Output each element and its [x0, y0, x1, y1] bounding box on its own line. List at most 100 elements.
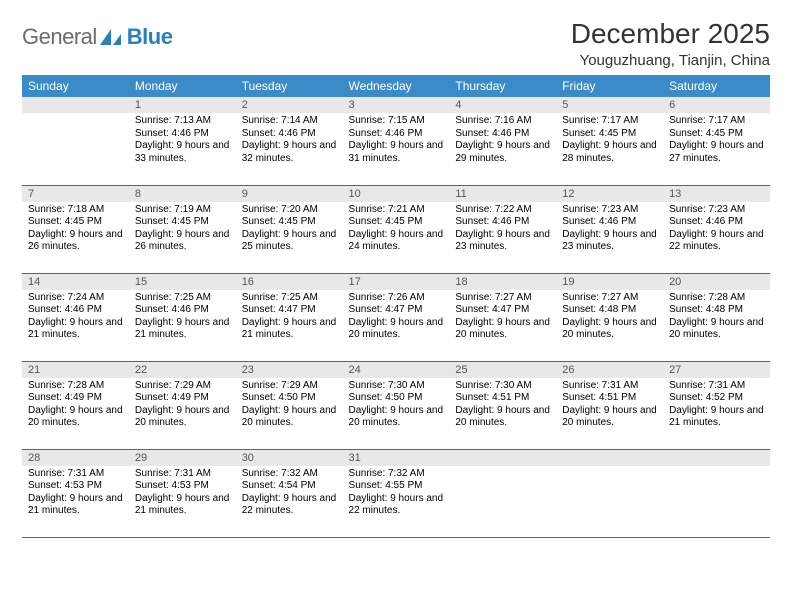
- calendar-cell: 10Sunrise: 7:21 AMSunset: 4:45 PMDayligh…: [343, 185, 450, 273]
- day-details: Sunrise: 7:28 AMSunset: 4:49 PMDaylight:…: [22, 378, 129, 434]
- calendar-cell: 13Sunrise: 7:23 AMSunset: 4:46 PMDayligh…: [663, 185, 770, 273]
- day-details: Sunrise: 7:26 AMSunset: 4:47 PMDaylight:…: [343, 290, 450, 346]
- day-number: 1: [129, 97, 236, 113]
- calendar-cell: 24Sunrise: 7:30 AMSunset: 4:50 PMDayligh…: [343, 361, 450, 449]
- calendar-cell: 3Sunrise: 7:15 AMSunset: 4:46 PMDaylight…: [343, 97, 450, 185]
- calendar-week: 7Sunrise: 7:18 AMSunset: 4:45 PMDaylight…: [22, 185, 770, 273]
- calendar-cell: [663, 449, 770, 537]
- day-number: 11: [449, 186, 556, 202]
- calendar-table: Sunday Monday Tuesday Wednesday Thursday…: [22, 75, 770, 538]
- day-details: Sunrise: 7:31 AMSunset: 4:51 PMDaylight:…: [556, 378, 663, 434]
- day-number: 29: [129, 450, 236, 466]
- calendar-cell: 16Sunrise: 7:25 AMSunset: 4:47 PMDayligh…: [236, 273, 343, 361]
- day-number: 3: [343, 97, 450, 113]
- header: General Blue December 2025 Youguzhuang, …: [22, 18, 770, 69]
- day-number: 19: [556, 274, 663, 290]
- day-number: 4: [449, 97, 556, 113]
- day-number: 24: [343, 362, 450, 378]
- day-details: Sunrise: 7:27 AMSunset: 4:48 PMDaylight:…: [556, 290, 663, 346]
- day-number: [556, 450, 663, 466]
- day-number: [22, 97, 129, 113]
- day-number: 30: [236, 450, 343, 466]
- day-number: 31: [343, 450, 450, 466]
- dow-tuesday: Tuesday: [236, 75, 343, 97]
- day-number: 6: [663, 97, 770, 113]
- day-details: Sunrise: 7:27 AMSunset: 4:47 PMDaylight:…: [449, 290, 556, 346]
- calendar-cell: 17Sunrise: 7:26 AMSunset: 4:47 PMDayligh…: [343, 273, 450, 361]
- location-text: Youguzhuang, Tianjin, China: [571, 52, 770, 69]
- calendar-cell: 21Sunrise: 7:28 AMSunset: 4:49 PMDayligh…: [22, 361, 129, 449]
- day-number: 8: [129, 186, 236, 202]
- day-details: Sunrise: 7:29 AMSunset: 4:49 PMDaylight:…: [129, 378, 236, 434]
- calendar-cell: [22, 97, 129, 185]
- day-details: Sunrise: 7:17 AMSunset: 4:45 PMDaylight:…: [556, 113, 663, 169]
- calendar-cell: 28Sunrise: 7:31 AMSunset: 4:53 PMDayligh…: [22, 449, 129, 537]
- day-number: 5: [556, 97, 663, 113]
- calendar-week: 28Sunrise: 7:31 AMSunset: 4:53 PMDayligh…: [22, 449, 770, 537]
- day-number: 13: [663, 186, 770, 202]
- logo-sail-icon: [99, 27, 125, 47]
- dow-friday: Friday: [556, 75, 663, 97]
- day-number: 27: [663, 362, 770, 378]
- calendar-cell: 23Sunrise: 7:29 AMSunset: 4:50 PMDayligh…: [236, 361, 343, 449]
- dow-saturday: Saturday: [663, 75, 770, 97]
- day-number: 15: [129, 274, 236, 290]
- day-details: Sunrise: 7:15 AMSunset: 4:46 PMDaylight:…: [343, 113, 450, 169]
- day-number: 21: [22, 362, 129, 378]
- day-details: Sunrise: 7:21 AMSunset: 4:45 PMDaylight:…: [343, 202, 450, 258]
- day-details: Sunrise: 7:24 AMSunset: 4:46 PMDaylight:…: [22, 290, 129, 346]
- calendar-cell: 27Sunrise: 7:31 AMSunset: 4:52 PMDayligh…: [663, 361, 770, 449]
- day-number: 7: [22, 186, 129, 202]
- day-details: Sunrise: 7:31 AMSunset: 4:53 PMDaylight:…: [22, 466, 129, 522]
- logo-text-general: General: [22, 24, 97, 50]
- day-details: Sunrise: 7:20 AMSunset: 4:45 PMDaylight:…: [236, 202, 343, 258]
- day-number: 12: [556, 186, 663, 202]
- calendar-cell: 22Sunrise: 7:29 AMSunset: 4:49 PMDayligh…: [129, 361, 236, 449]
- day-details: Sunrise: 7:30 AMSunset: 4:51 PMDaylight:…: [449, 378, 556, 434]
- day-number: 18: [449, 274, 556, 290]
- day-details: Sunrise: 7:32 AMSunset: 4:54 PMDaylight:…: [236, 466, 343, 522]
- calendar-cell: 2Sunrise: 7:14 AMSunset: 4:46 PMDaylight…: [236, 97, 343, 185]
- calendar-cell: 14Sunrise: 7:24 AMSunset: 4:46 PMDayligh…: [22, 273, 129, 361]
- calendar-cell: 6Sunrise: 7:17 AMSunset: 4:45 PMDaylight…: [663, 97, 770, 185]
- calendar-cell: 4Sunrise: 7:16 AMSunset: 4:46 PMDaylight…: [449, 97, 556, 185]
- month-title: December 2025: [571, 18, 770, 50]
- calendar-cell: 26Sunrise: 7:31 AMSunset: 4:51 PMDayligh…: [556, 361, 663, 449]
- calendar-cell: 1Sunrise: 7:13 AMSunset: 4:46 PMDaylight…: [129, 97, 236, 185]
- calendar-cell: 20Sunrise: 7:28 AMSunset: 4:48 PMDayligh…: [663, 273, 770, 361]
- dow-thursday: Thursday: [449, 75, 556, 97]
- logo-text-blue: Blue: [127, 24, 173, 50]
- day-number: 2: [236, 97, 343, 113]
- day-number: 22: [129, 362, 236, 378]
- day-details: Sunrise: 7:18 AMSunset: 4:45 PMDaylight:…: [22, 202, 129, 258]
- day-details: Sunrise: 7:23 AMSunset: 4:46 PMDaylight:…: [663, 202, 770, 258]
- logo: General Blue: [22, 18, 172, 50]
- calendar-cell: 30Sunrise: 7:32 AMSunset: 4:54 PMDayligh…: [236, 449, 343, 537]
- calendar-cell: 7Sunrise: 7:18 AMSunset: 4:45 PMDaylight…: [22, 185, 129, 273]
- day-details: Sunrise: 7:31 AMSunset: 4:52 PMDaylight:…: [663, 378, 770, 434]
- day-details: Sunrise: 7:25 AMSunset: 4:47 PMDaylight:…: [236, 290, 343, 346]
- calendar-week: 1Sunrise: 7:13 AMSunset: 4:46 PMDaylight…: [22, 97, 770, 185]
- day-details: Sunrise: 7:31 AMSunset: 4:53 PMDaylight:…: [129, 466, 236, 522]
- day-number: 16: [236, 274, 343, 290]
- day-details: Sunrise: 7:29 AMSunset: 4:50 PMDaylight:…: [236, 378, 343, 434]
- calendar-cell: 19Sunrise: 7:27 AMSunset: 4:48 PMDayligh…: [556, 273, 663, 361]
- calendar-body: 1Sunrise: 7:13 AMSunset: 4:46 PMDaylight…: [22, 97, 770, 537]
- day-number: 10: [343, 186, 450, 202]
- day-details: Sunrise: 7:23 AMSunset: 4:46 PMDaylight:…: [556, 202, 663, 258]
- calendar-cell: 18Sunrise: 7:27 AMSunset: 4:47 PMDayligh…: [449, 273, 556, 361]
- calendar-cell: 5Sunrise: 7:17 AMSunset: 4:45 PMDaylight…: [556, 97, 663, 185]
- day-details: Sunrise: 7:14 AMSunset: 4:46 PMDaylight:…: [236, 113, 343, 169]
- day-number: 20: [663, 274, 770, 290]
- calendar-cell: 8Sunrise: 7:19 AMSunset: 4:45 PMDaylight…: [129, 185, 236, 273]
- calendar-week: 14Sunrise: 7:24 AMSunset: 4:46 PMDayligh…: [22, 273, 770, 361]
- calendar-cell: [556, 449, 663, 537]
- day-number: [663, 450, 770, 466]
- day-details: Sunrise: 7:16 AMSunset: 4:46 PMDaylight:…: [449, 113, 556, 169]
- calendar-cell: 15Sunrise: 7:25 AMSunset: 4:46 PMDayligh…: [129, 273, 236, 361]
- day-details: Sunrise: 7:19 AMSunset: 4:45 PMDaylight:…: [129, 202, 236, 258]
- dow-wednesday: Wednesday: [343, 75, 450, 97]
- day-number: 26: [556, 362, 663, 378]
- day-number: 25: [449, 362, 556, 378]
- dow-monday: Monday: [129, 75, 236, 97]
